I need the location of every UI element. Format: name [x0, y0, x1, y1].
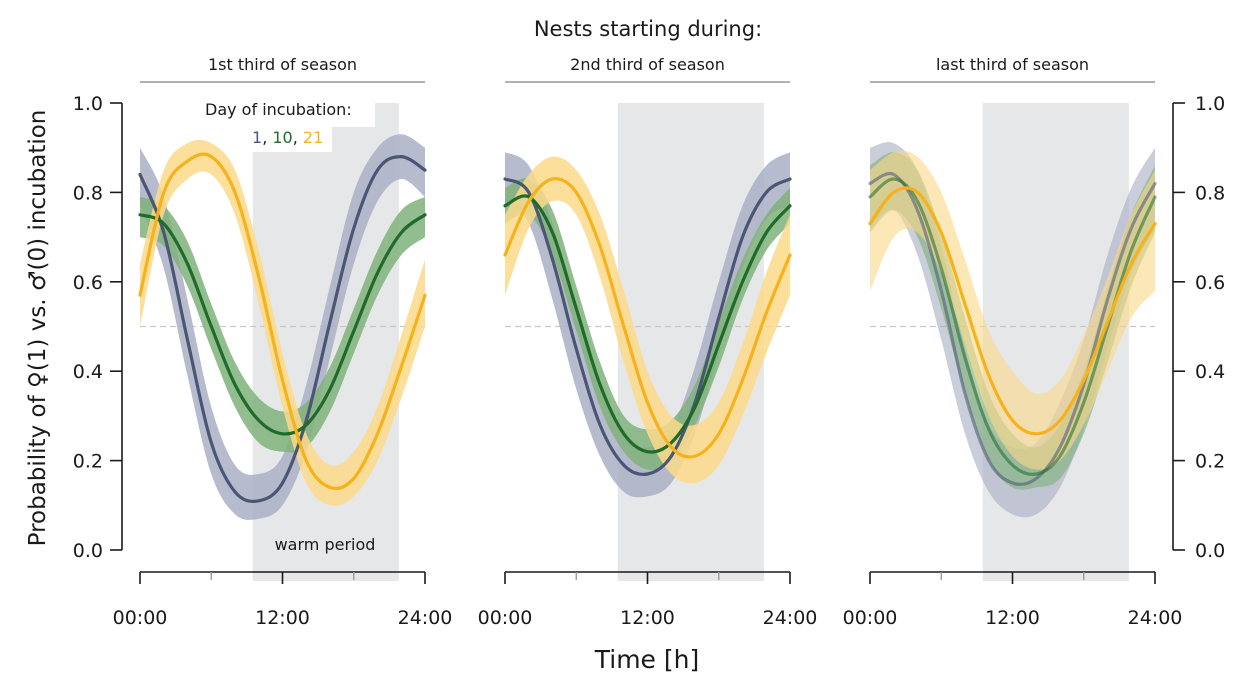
series-line-day1	[138, 154, 427, 504]
series-line-day10	[868, 177, 1157, 476]
y-tick-label: 0.0	[73, 540, 103, 562]
super-title: Nests starting during:	[534, 17, 762, 41]
warm-period-shade	[617, 103, 764, 581]
x-tick-label: 24:00	[763, 607, 818, 629]
legend-entry-day1: 1	[252, 128, 262, 147]
y-tick-label: 0.2	[1195, 451, 1225, 473]
right-y-axis: 0.0 0.2 0.4 0.6 0.8 1.0	[1172, 93, 1225, 562]
legend-entry-day10: 10	[272, 128, 292, 147]
ci-band-day21	[140, 139, 425, 506]
panel-title: 2nd third of season	[570, 55, 725, 74]
legend-separator: ,	[262, 128, 272, 147]
series-line-day21	[868, 186, 1157, 436]
y-tick-label: 1.0	[73, 93, 103, 115]
x-tick-label: 00:00	[113, 607, 168, 629]
legend-separator: ,	[293, 128, 303, 147]
legend-title: Day of incubation:	[205, 100, 352, 119]
panel-2nd-third: 2nd third of season 00:00 12:00 24:00	[478, 55, 818, 629]
y-axis-label: Probability of ♀(1) vs. ♂(0) incubation	[25, 110, 51, 547]
legend-entries: 1, 10, 21	[252, 128, 323, 147]
series-line-day21	[503, 177, 792, 459]
legend-entry-day21: 21	[303, 128, 323, 147]
series-line-day10	[138, 213, 427, 436]
x-axis-label: Time [h]	[594, 645, 699, 674]
y-tick-label: 0.0	[1195, 540, 1225, 562]
panel-title: last third of season	[936, 55, 1089, 74]
x-tick-label: 00:00	[843, 607, 898, 629]
panel-1st-third: 1st third of season 00:00 12:00 24:00	[113, 55, 453, 629]
y-tick-label: 0.6	[1195, 272, 1225, 294]
y-tick-label: 0.6	[73, 272, 103, 294]
y-tick-label: 0.4	[73, 361, 103, 383]
x-tick-label: 24:00	[398, 607, 453, 629]
x-tick-label: 12:00	[255, 607, 310, 629]
y-tick-label: 0.2	[73, 451, 103, 473]
panel-last-third: last third of season 00:00 12:00 24:00	[843, 55, 1183, 629]
series-line-day10	[503, 194, 792, 454]
legend: Day of incubation: 1, 10, 21	[195, 95, 375, 152]
left-y-axis: 0.0 0.2 0.4 0.6 0.8 1.0	[73, 93, 123, 562]
ci-band-day21	[505, 156, 790, 484]
warm-period-annotation: warm period	[275, 535, 376, 554]
panel-title: 1st third of season	[208, 55, 357, 74]
x-tick-label: 24:00	[1128, 607, 1183, 629]
legend-background	[195, 95, 375, 127]
series-line-day21	[138, 152, 427, 491]
y-tick-label: 0.8	[73, 182, 103, 204]
x-tick-label: 00:00	[478, 607, 533, 629]
series-line-day1	[503, 177, 792, 476]
series-line-day1	[868, 171, 1157, 486]
y-tick-label: 0.8	[1195, 182, 1225, 204]
y-tick-label: 1.0	[1195, 93, 1225, 115]
y-tick-label: 0.4	[1195, 361, 1225, 383]
x-tick-label: 12:00	[985, 607, 1040, 629]
x-tick-label: 12:00	[620, 607, 675, 629]
ci-band-day10	[140, 196, 425, 453]
legend-background-lower	[240, 126, 332, 152]
